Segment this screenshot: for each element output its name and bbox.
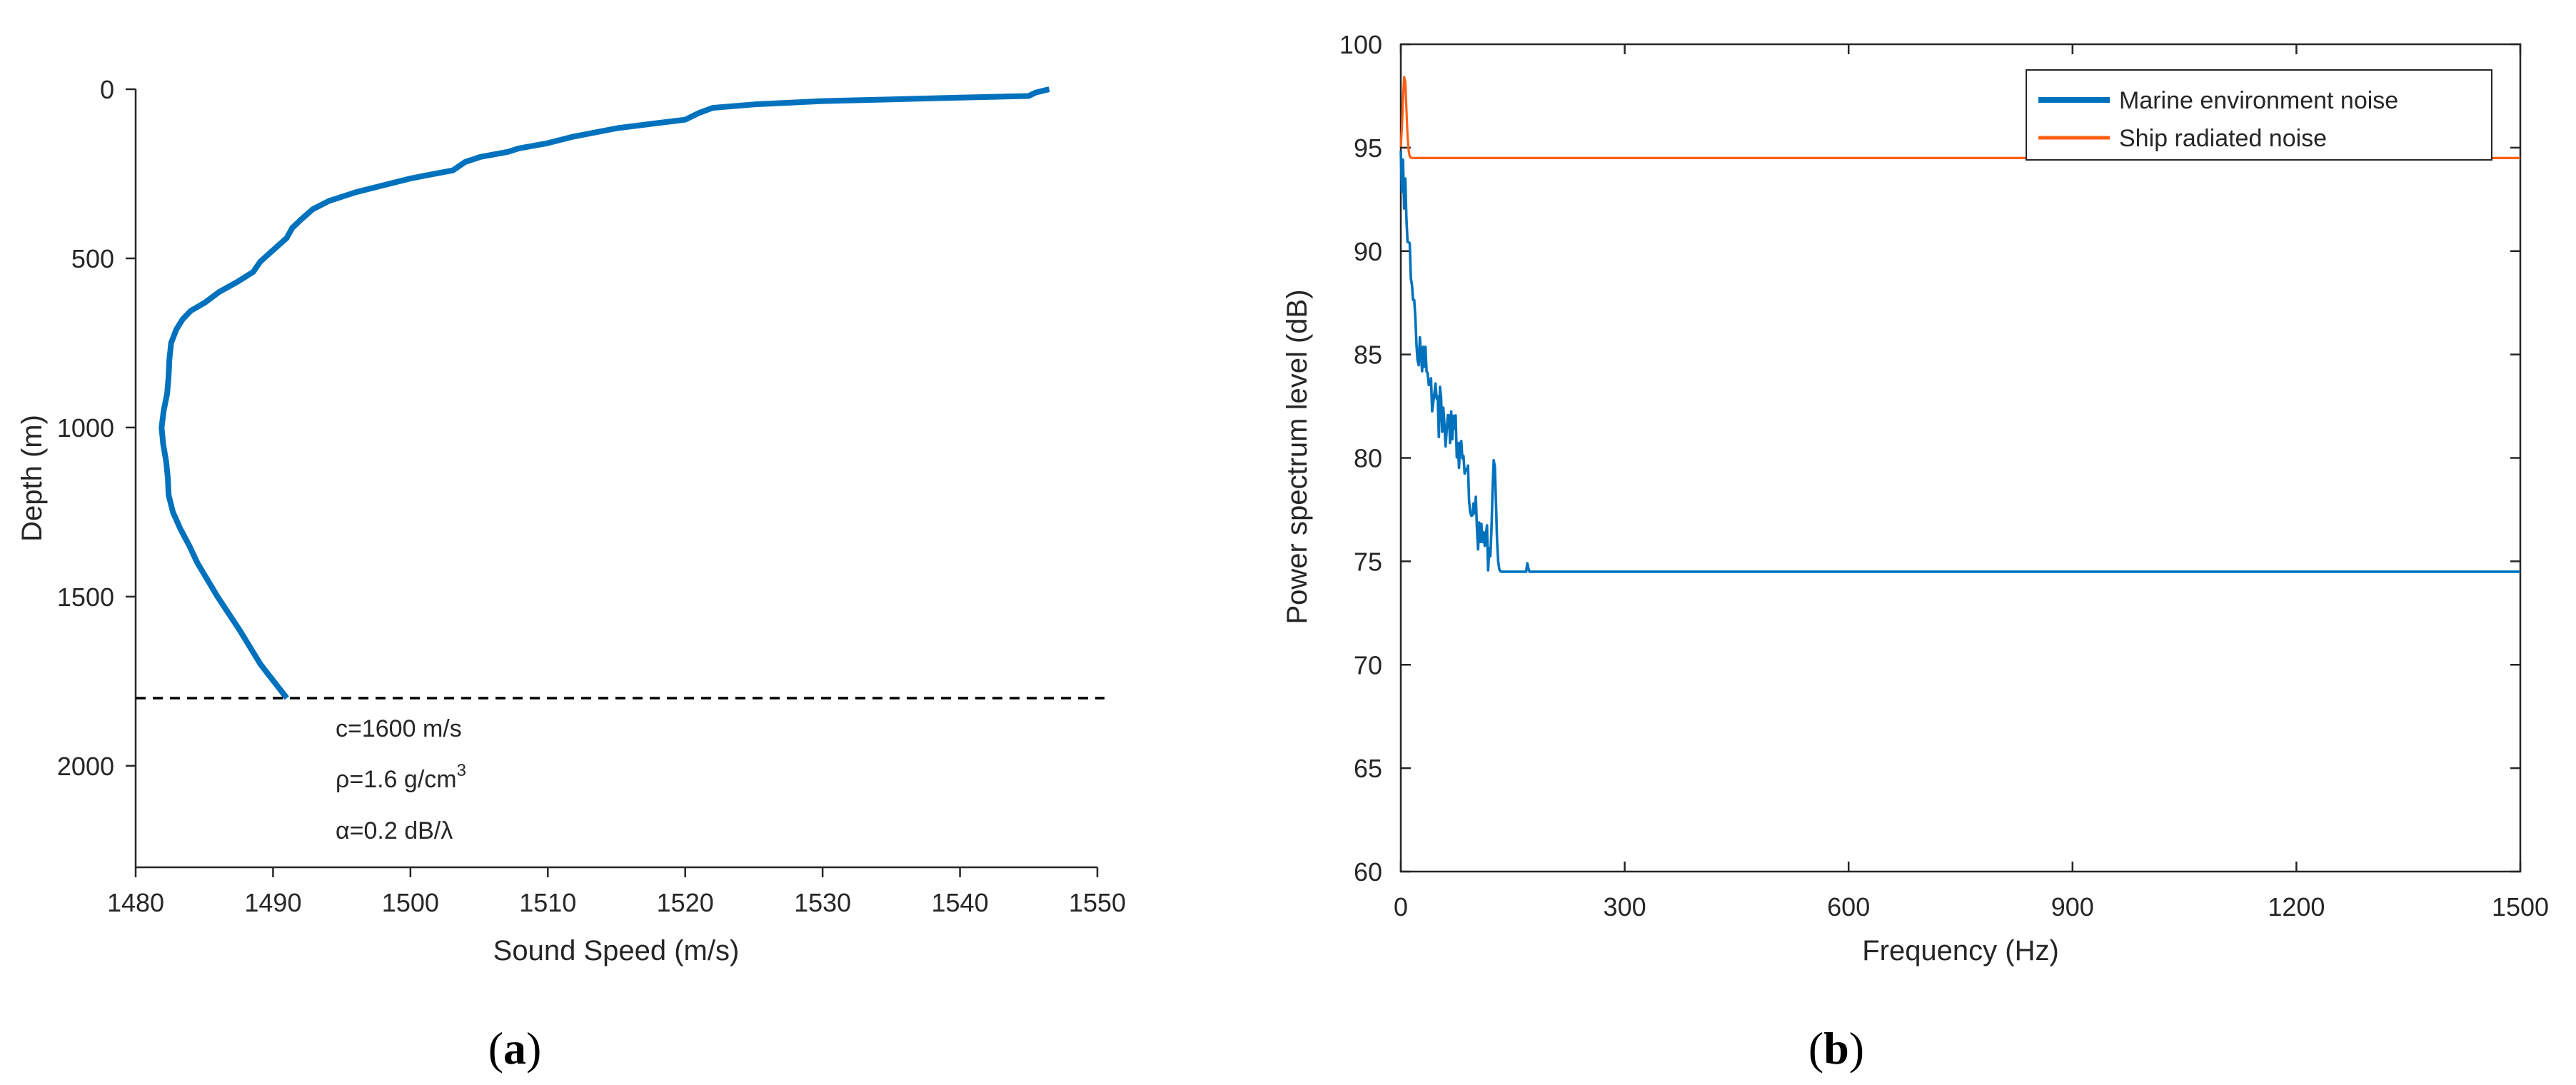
y-tick-label-a-4: 2000 [57, 752, 114, 781]
legend-label-ship: Ship radiated noise [2119, 125, 2327, 152]
panel-label-b-letter: b [1823, 1023, 1849, 1074]
x-tick-label-a-4: 1520 [657, 888, 714, 917]
legend: Marine environment noise Ship radiated n… [2026, 69, 2492, 161]
y-tick-label-a-0: 0 [100, 75, 114, 104]
x-axis-label-a: Sound Speed (m/s) [493, 935, 740, 967]
y-tick-label-a-3: 1500 [57, 582, 114, 612]
annotation-sound-speed: c=1600 m/s [336, 715, 462, 742]
annotation-density-base: ρ=1.6 g/cm [336, 766, 457, 793]
panel-label-a-letter: a [503, 1023, 526, 1074]
frequency-ticks: 0 300 600 900 1200 1500 [1394, 44, 2549, 922]
y-tick-label-b-4: 80 [1354, 444, 1382, 473]
y-axis-label-b: Power spectrum level (dB) [1282, 289, 1313, 624]
x-tick-label-b-3: 900 [2051, 892, 2094, 922]
marine-environment-noise-line [1399, 151, 2521, 573]
y-tick-label-b-0: 60 [1354, 857, 1382, 887]
x-tick-label-b-4: 1200 [2268, 892, 2325, 922]
x-tick-label-a-7: 1550 [1069, 888, 1126, 917]
power-spectrum-chart: 0 300 600 900 1200 1500 60 65 70 75 80 85 90 95 100 M… [1282, 30, 2549, 1074]
legend-label-marine: Marine environment noise [2119, 87, 2398, 114]
legend-box [2026, 69, 2492, 161]
y-tick-label-a-2: 1000 [57, 413, 114, 443]
x-tick-label-b-0: 0 [1394, 892, 1408, 922]
panel-label-b: (b) [1808, 1023, 1864, 1074]
x-tick-label-a-5: 1530 [794, 888, 851, 917]
annotation-density-exponent: 3 [457, 761, 466, 780]
x-tick-label-a-0: 1480 [107, 888, 164, 917]
y-tick-label-a-1: 500 [71, 244, 114, 273]
depth-ticks: 0 500 1000 1500 2000 [57, 75, 136, 781]
x-axis-label-b: Frequency (Hz) [1862, 935, 2059, 967]
sound-speed-chart: 1480 1490 1500 1510 1520 1530 1540 1550 0 500 100… [16, 75, 1126, 1074]
sound-speed-ticks: 1480 1490 1500 1510 1520 1530 1540 1550 [107, 867, 1126, 917]
annotation-density: ρ=1.6 g/cm3 [336, 761, 466, 793]
sound-speed-profile-line [159, 86, 1050, 700]
y-tick-label-b-5: 85 [1354, 340, 1382, 370]
y-axis-label-a: Depth (m) [16, 415, 48, 542]
panel-label-a: (a) [488, 1023, 542, 1074]
y-tick-label-b-2: 70 [1354, 650, 1382, 680]
power-level-ticks: 60 65 70 75 80 85 90 95 100 [1339, 30, 2520, 887]
x-tick-label-b-1: 300 [1604, 892, 1646, 922]
x-tick-label-a-1: 1490 [244, 888, 301, 917]
x-tick-label-a-6: 1540 [932, 888, 989, 917]
x-tick-label-b-5: 1500 [2492, 892, 2549, 922]
plot-area-frame-b [1399, 43, 2522, 873]
y-tick-label-b-1: 65 [1354, 754, 1382, 783]
y-tick-label-b-6: 90 [1354, 237, 1382, 266]
x-tick-label-b-2: 600 [1827, 892, 1870, 922]
y-tick-label-b-3: 75 [1354, 547, 1382, 576]
x-tick-label-a-3: 1510 [519, 888, 576, 917]
x-tick-label-a-2: 1500 [382, 888, 439, 917]
annotation-attenuation: α=0.2 dB/λ [336, 817, 453, 844]
y-tick-label-b-8: 100 [1339, 30, 1382, 59]
y-tick-label-b-7: 95 [1354, 133, 1382, 163]
